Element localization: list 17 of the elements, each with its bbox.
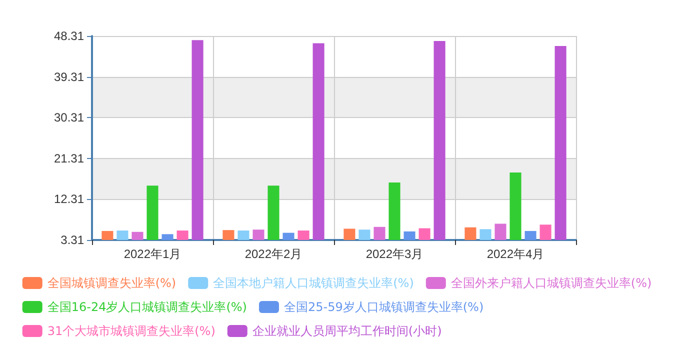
x-tick-label: 2022年2月 (244, 247, 302, 261)
legend-label: 全国外来户籍人口城镇调查失业率(%) (450, 276, 652, 290)
y-tick-label: 48.31 (54, 29, 84, 43)
y-tick-label: 21.31 (54, 151, 84, 166)
x-tick-label: 2022年4月 (486, 247, 544, 261)
y-tick-label: 30.31 (54, 110, 84, 125)
y-tick-label: 12.31 (54, 192, 84, 206)
legend-label: 全国25-59岁人口城镇调查失业率(%) (284, 300, 484, 314)
legend-label: 全国16-24岁人口城镇调查失业率(%) (47, 300, 247, 314)
y-tick-label: 39.31 (54, 70, 84, 84)
legend-label: 全国城镇调查失业率(%) (47, 276, 176, 290)
legend-label: 31个大城市城镇调查失业率(%) (47, 324, 216, 338)
y-tick-label: 3.31 (60, 233, 84, 247)
x-tick-label: 2022年1月 (124, 247, 182, 261)
legend-label: 企业就业人员周平均工作时间(小时) (252, 324, 442, 338)
x-tick-label: 2022年3月 (366, 247, 424, 261)
legend-label: 全国本地户籍人口城镇调查失业率(%) (213, 276, 414, 290)
